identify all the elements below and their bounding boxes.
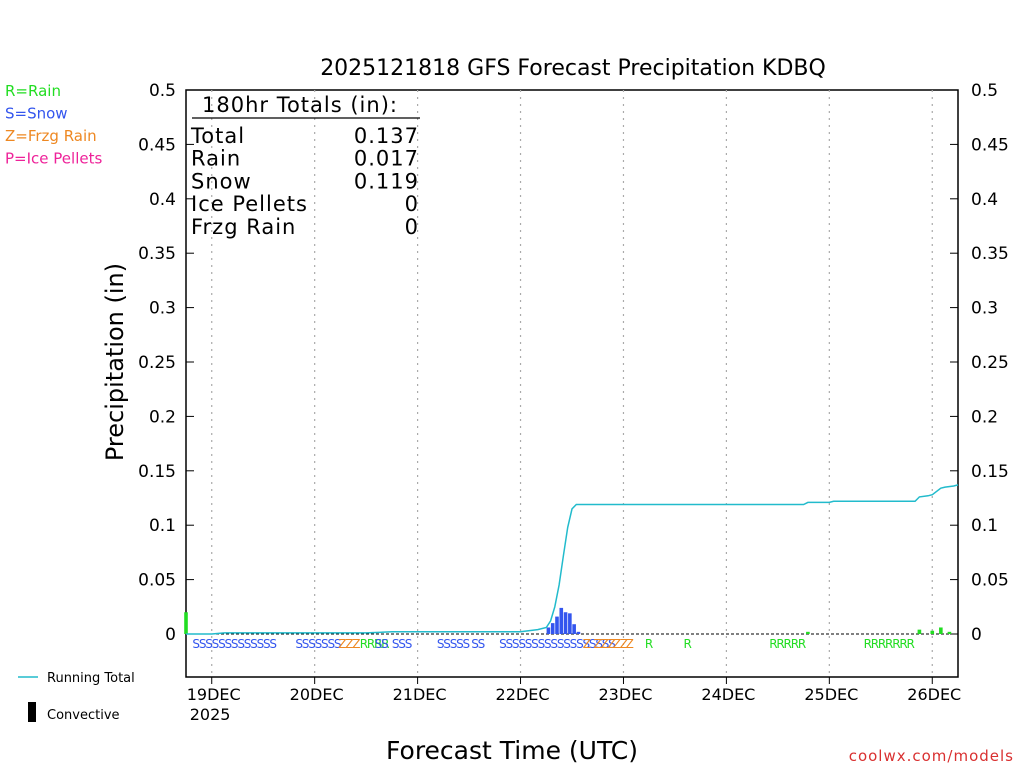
type-legend-entry: R=Rain	[5, 82, 61, 100]
y-tick-label: 0.4	[149, 190, 176, 210]
precip-bar	[550, 623, 555, 634]
precip-type-letters: ZZ	[613, 637, 628, 651]
precip-type-letters: SSSSSSSSSSSSSSSSSS	[499, 637, 615, 651]
y-tick-label: 0.05	[971, 571, 1009, 591]
precip-bar	[576, 631, 581, 634]
x-tick-label: 25DEC	[804, 685, 858, 704]
totals-row-label: Frzg Rain	[191, 215, 296, 239]
precip-type-letters: SSS	[392, 637, 412, 651]
precip-type-letters: RRRRR	[769, 637, 806, 651]
x-tick-label: 19DEC	[187, 685, 241, 704]
totals-row-value: 0	[405, 215, 419, 239]
precip-bar	[563, 612, 568, 634]
y-tick-label: 0.35	[971, 244, 1009, 264]
y-tick-label: 0.15	[971, 462, 1009, 482]
precip-type-letters: SS	[471, 637, 484, 651]
totals-row-label: Rain	[191, 147, 241, 171]
type-legend-entry: P=Ice Pellets	[5, 150, 102, 168]
precip-type-legend: R=Rain S=Snow Z=Frzg Rain P=Ice Pellets	[5, 82, 102, 168]
running-total-legend-label: Running Total	[47, 671, 135, 686]
precip-bar	[546, 627, 551, 634]
x-tick-label: 24DEC	[701, 685, 755, 704]
precip-type-letters: R	[645, 637, 653, 651]
precip-bar	[184, 612, 188, 634]
precip-bar	[559, 607, 564, 634]
y-tick-label: 0	[971, 625, 982, 645]
convective-legend-label: Convective	[47, 708, 120, 723]
x-axis-label: Forecast Time (UTC)	[386, 736, 638, 765]
x-tick-label: 23DEC	[598, 685, 652, 704]
totals-header: 180hr Totals (in):	[202, 93, 398, 117]
precip-bars	[184, 607, 952, 634]
running-total-line	[186, 484, 959, 635]
totals-box: 180hr Totals (in): Total 0.137 Rain 0.017 Sno…	[190, 93, 420, 239]
precip-bar	[572, 624, 576, 634]
y-tick-label: 0.2	[149, 407, 176, 427]
precip-type-letters: SSSSSSS	[295, 637, 341, 651]
y-axis-right: 0 0.05 0.1 0.15 0.2 0.25 0.3 0.35 0.4 0.45 0.5	[950, 81, 1009, 645]
y-tick-label: 0.25	[138, 353, 176, 373]
precip-bar	[917, 629, 922, 634]
y-axis-label: Precipitation (in)	[101, 263, 129, 461]
totals-row-label: Ice Pellets	[191, 192, 308, 216]
totals-row-value: 0	[405, 192, 419, 216]
y-tick-label: 0.05	[138, 571, 176, 591]
y-tick-label: 0	[165, 625, 176, 645]
precip-bar	[947, 631, 952, 634]
y-tick-label: 0.1	[149, 516, 176, 536]
watermark: coolwx.com/models	[849, 747, 1014, 765]
totals-row-value: 0.119	[354, 169, 419, 193]
y-tick-label: 0.45	[138, 135, 176, 155]
totals-row-value: 0.017	[354, 147, 419, 171]
y-tick-label: 0.3	[149, 299, 176, 319]
y-tick-label: 0.3	[971, 299, 998, 319]
precip-type-letters: RRRR	[360, 637, 389, 651]
x-tick-sublabel: 2025	[190, 705, 231, 724]
y-tick-label: 0.5	[971, 81, 998, 101]
precip-type-letters: SS	[375, 637, 388, 651]
precip-type-letters: RRRRRRR	[864, 637, 915, 651]
precip-bar	[568, 613, 572, 634]
totals-row-label: Total	[190, 124, 245, 148]
day-gridlines	[211, 90, 933, 677]
y-axis-left: 0 0.05 0.1 0.15 0.2 0.25 0.3 0.35 0.4 0.45 0.5	[138, 81, 194, 645]
y-tick-label: 0.45	[971, 135, 1009, 155]
convective-swatch	[28, 702, 36, 722]
totals-row-value: 0.137	[354, 124, 419, 148]
y-tick-label: 0.2	[971, 407, 998, 427]
y-tick-label: 0.5	[149, 81, 176, 101]
type-legend-entry: Z=Frzg Rain	[5, 127, 97, 145]
precip-type-letters: SSSSSSSSSSSSS	[192, 637, 276, 651]
precip-bar	[806, 631, 810, 634]
type-legend-entry: S=Snow	[5, 105, 68, 123]
x-tick-label: 22DEC	[496, 685, 550, 704]
plot-frame	[185, 89, 959, 678]
precip-type-letters: Z	[626, 637, 634, 651]
chart-title: 2025121818 GFS Forecast Precipitation KD…	[320, 56, 826, 81]
precip-bar	[939, 627, 943, 634]
precip-bar	[930, 630, 935, 634]
precip-bar	[555, 616, 559, 634]
y-tick-label: 0.1	[971, 516, 998, 536]
precip-type-letters: ZZZ	[593, 637, 615, 651]
y-tick-label: 0.4	[971, 190, 998, 210]
x-tick-label: 26DEC	[907, 685, 961, 704]
x-tick-label: 21DEC	[393, 685, 447, 704]
precip-type-letters: ZZZ	[338, 637, 360, 651]
y-tick-label: 0.15	[138, 462, 176, 482]
y-tick-label: 0.35	[138, 244, 176, 264]
precip-type-letters: R	[684, 637, 692, 651]
y-tick-label: 0.25	[971, 353, 1009, 373]
precip-type-letters: SSSSS	[437, 637, 470, 651]
series-legend: Running Total Convective	[18, 671, 135, 723]
x-tick-label: 20DEC	[290, 685, 344, 704]
precip-type-letters: Z	[583, 637, 591, 651]
totals-row-label: Snow	[191, 169, 252, 193]
